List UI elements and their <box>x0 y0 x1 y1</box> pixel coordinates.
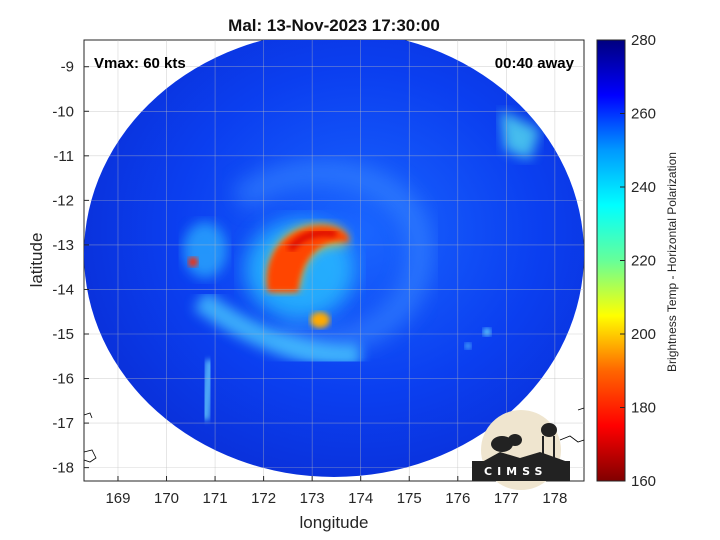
y-tick-label: -16 <box>52 371 74 388</box>
x-tick-label: 169 <box>105 490 130 507</box>
colorbar-ticks: 280 260 240 220 200 180 160 <box>620 32 656 490</box>
colorbar-tick-label: 260 <box>631 106 656 123</box>
colorbar-tick-label: 200 <box>631 326 656 343</box>
logo-banner <box>472 461 570 481</box>
y-tick-label: -9 <box>61 59 74 76</box>
colorbar-tick-label: 180 <box>631 400 656 417</box>
vmax-label: Vmax: 60 kts <box>94 55 186 72</box>
y-tick-label: -13 <box>52 237 74 254</box>
coastline-right <box>559 435 585 443</box>
y-tick-label: -18 <box>52 460 74 477</box>
colorbar-tick-label: 220 <box>631 253 656 270</box>
y-tick-label: -10 <box>52 103 74 120</box>
colorbar-tick-label: 280 <box>631 32 656 49</box>
southwest-streak <box>200 359 215 421</box>
northeast-patch <box>500 110 540 160</box>
y-axis-ticks: -9 -10 -11 -12 -13 -14 -15 -16 -17 -18 <box>52 59 89 477</box>
x-axis-ticks: 169 170 171 172 173 174 175 176 177 178 <box>105 476 567 507</box>
east-cell-2 <box>465 343 471 349</box>
y-tick-label: -11 <box>53 148 74 165</box>
colorbar: 280 260 240 220 200 180 160 Brightness Temp - … <box>596 32 679 490</box>
logo-tower-tank <box>541 423 557 437</box>
logo-tower-leg-left <box>542 436 544 466</box>
grid <box>84 40 584 481</box>
eyewall-band <box>267 225 349 292</box>
convective-cell-south <box>310 312 330 328</box>
colorbar-tick-label: 240 <box>631 179 656 196</box>
y-tick-label: -15 <box>52 326 74 343</box>
east-cell-1 <box>483 328 491 336</box>
west-cluster <box>183 222 227 278</box>
outer-spiral-band <box>231 159 434 355</box>
colorbar-label: Brightness Temp - Horizontal Polarizatio… <box>665 152 679 372</box>
time-away-label: 00:40 away <box>495 55 575 72</box>
x-tick-label: 171 <box>203 490 228 507</box>
logo-dish-small <box>508 434 522 446</box>
x-tick-label: 174 <box>348 490 373 507</box>
eyewall-core <box>287 229 337 253</box>
x-tick-label: 172 <box>251 490 276 507</box>
convective-cell-west <box>188 257 198 267</box>
x-tick-label: 176 <box>445 490 470 507</box>
y-tick-label: -14 <box>52 281 74 298</box>
x-tick-label: 177 <box>494 490 519 507</box>
x-tick-label: 178 <box>542 490 567 507</box>
coastlines <box>83 407 585 463</box>
colorbar-tick-label: 160 <box>631 473 656 490</box>
logo-dish <box>491 436 513 452</box>
x-tick-label: 173 <box>300 490 325 507</box>
y-axis-label: latitude <box>27 233 46 288</box>
cimss-logo: CIMSS <box>472 410 570 490</box>
x-tick-label: 170 <box>154 490 179 507</box>
y-tick-label: -12 <box>52 192 74 209</box>
logo-tower-leg-right <box>553 436 555 466</box>
logo-text: CIMSS <box>484 465 547 478</box>
coastline-left <box>83 449 97 463</box>
chart-title: Mal: 13-Nov-2023 17:30:00 <box>228 16 440 35</box>
coastline-right-small <box>577 407 585 411</box>
swath-image <box>84 40 584 477</box>
coastline-left-small <box>83 412 93 419</box>
logo-roof <box>482 452 568 462</box>
x-tick-label: 175 <box>397 490 422 507</box>
y-tick-label: -17 <box>52 415 74 432</box>
x-axis-label: longitude <box>299 513 368 532</box>
